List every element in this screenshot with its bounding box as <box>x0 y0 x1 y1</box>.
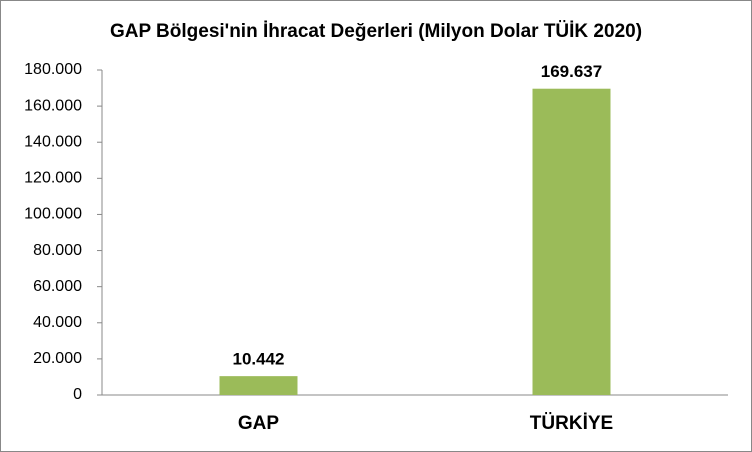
y-tick-label: 40.000 <box>33 314 82 331</box>
x-tick-label: GAP <box>238 413 280 434</box>
y-tick-label: 180.000 <box>24 61 82 78</box>
chart-title: GAP Bölgesi'nin İhracat Değerleri (Milyo… <box>110 21 642 42</box>
bar <box>219 376 298 395</box>
value-label: 10.442 <box>233 350 285 369</box>
value-label: 169.637 <box>541 62 602 81</box>
y-tick-label: 60.000 <box>33 278 82 295</box>
y-tick-label: 140.000 <box>24 133 82 150</box>
y-tick-label: 0 <box>73 386 82 403</box>
y-tick-label: 120.000 <box>24 170 82 187</box>
y-tick-label: 100.000 <box>24 206 82 223</box>
y-tick-label: 20.000 <box>33 350 82 367</box>
y-tick-label: 80.000 <box>33 242 82 259</box>
x-tick-label: TÜRKİYE <box>530 413 613 434</box>
y-tick-label: 160.000 <box>24 97 82 114</box>
bar <box>532 88 611 396</box>
